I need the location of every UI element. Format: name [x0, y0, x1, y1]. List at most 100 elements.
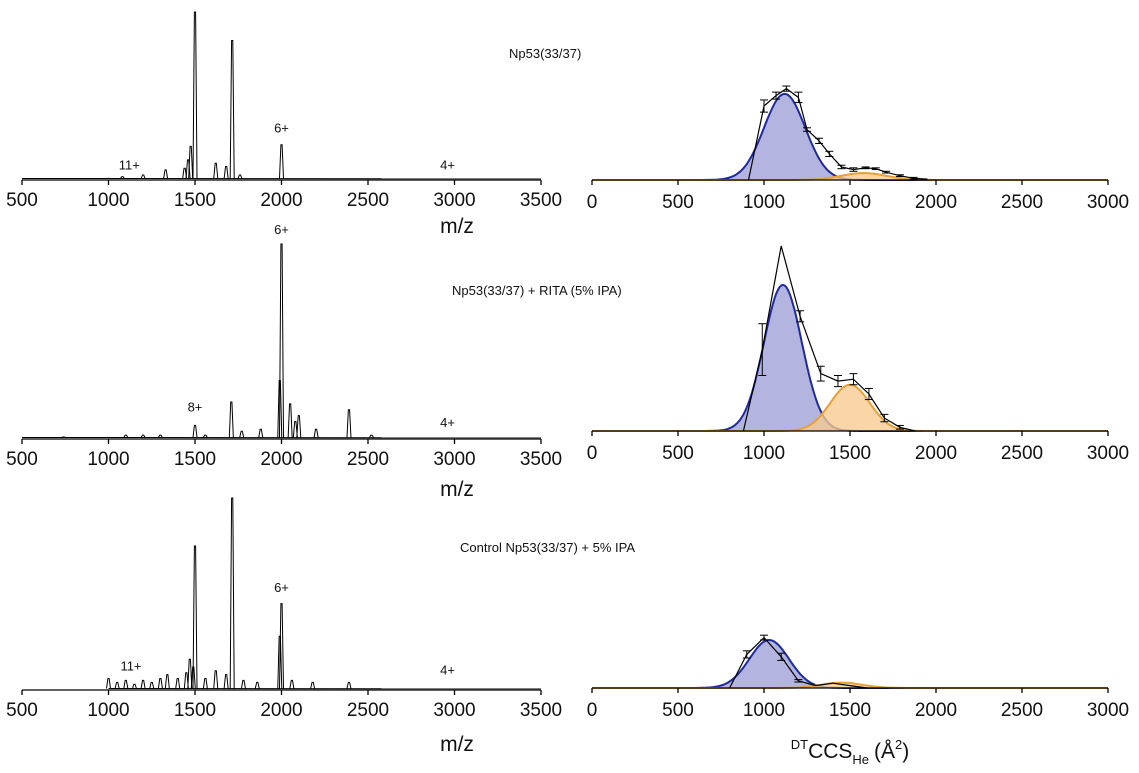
charge-state-label: 11+ [120, 659, 141, 674]
spectrum-peak [202, 677, 208, 689]
ccs-panel-3: 0 500 1000 1500 2000 2500 3000 [587, 634, 1129, 721]
x-tick-label: 1500 [174, 190, 216, 211]
x-tick-label: 0 [587, 192, 598, 213]
x-tick-label: 1000 [87, 700, 129, 721]
x-tick-label: 2000 [915, 192, 957, 213]
spectrum-peak [183, 672, 189, 689]
spectrum-peak [192, 424, 198, 438]
spectrum-peak [296, 415, 302, 438]
ccs-axis-title-open: (Å [874, 740, 895, 763]
x-tick-label: 2500 [347, 449, 389, 470]
x-tick-label: 3500 [520, 190, 562, 211]
panel-title: Np53(33/37) + RITA (5% IPA) [452, 283, 622, 298]
spectrum-peak [239, 430, 245, 438]
spectrum-peak [289, 679, 295, 689]
x-tick-label: 1000 [87, 190, 129, 211]
spectrum-peak [175, 677, 181, 689]
spectrum-peak [279, 144, 284, 179]
spectrum-peak [192, 545, 198, 689]
spectrum-peak [182, 167, 188, 179]
x-tick-label: 3000 [1087, 192, 1129, 213]
spectrum-peak [192, 11, 198, 179]
x-tick-label: 0 [587, 700, 598, 721]
x-tick-label: 1000 [743, 700, 785, 721]
charge-state-label: 4+ [440, 415, 455, 430]
spectrum-peak [119, 176, 125, 179]
ccs-axis-title-sub: He [852, 752, 869, 767]
ccs-panel-1: 0 500 1000 1500 2000 2500 3000 [587, 85, 1129, 213]
x-tick-label: 2500 [1001, 700, 1043, 721]
x-tick-label: 1500 [174, 700, 216, 721]
spectrum-peak [228, 401, 234, 438]
x-tick-label: 1500 [829, 443, 871, 464]
x-tick-label: 2000 [260, 449, 302, 470]
spectrum-peak [279, 243, 284, 438]
charge-state-label: 4+ [440, 157, 455, 172]
spectrum-peak [106, 677, 111, 689]
x-tick-label: 1000 [87, 449, 129, 470]
panel-title: Np53(33/37) [509, 46, 581, 61]
x-tick-label: 3500 [520, 449, 562, 470]
spectrum-peak [279, 603, 284, 689]
x-tick-label: 2500 [347, 700, 389, 721]
spectrum-peak [229, 497, 235, 689]
x-tick-label: 1500 [829, 700, 871, 721]
spectrum-peak [149, 681, 155, 689]
charge-state-label: 6+ [274, 580, 289, 595]
fit-curve-main [592, 92, 1108, 181]
spectrum-peak [313, 428, 319, 438]
measured-profile [747, 87, 928, 181]
spectrum-peak [157, 677, 163, 689]
spectrum-peak [223, 674, 229, 689]
spectrum-peak [140, 434, 146, 438]
x-tick-label: 3000 [433, 700, 475, 721]
x-tick-label: 2500 [347, 190, 389, 211]
x-tick-label: 2000 [260, 700, 302, 721]
spectrum-peak [187, 658, 193, 689]
ms-panel-2: Np53(33/37) + RITA (5% IPA) m/z 500 1000 1… [6, 222, 622, 501]
x-tick-label: 3500 [520, 700, 562, 721]
spectrum-peak [229, 40, 235, 179]
x-tick-label: 500 [662, 192, 694, 213]
charge-state-label: 8+ [188, 400, 203, 415]
spectrum-peak [202, 434, 208, 438]
panel-title: Control Np53(33/37) + 5% IPA [460, 540, 635, 555]
x-tick-label: 1000 [743, 192, 785, 213]
x-tick-label: 500 [6, 700, 38, 721]
spectrum-peak [369, 434, 374, 438]
x-tick-label: 2000 [260, 190, 302, 211]
x-tick-label: 0 [587, 443, 598, 464]
spectrum-peak [258, 428, 264, 438]
spectrum-peak [346, 681, 352, 689]
ms-panel-3: Control Np53(33/37) + 5% IPA m/z 500 1000… [6, 497, 635, 756]
x-tick-label: 500 [662, 700, 694, 721]
ms-panel-1: Np53(33/37) m/z 500 1000 1500 2000 2500 3000 3… [6, 11, 581, 238]
spectrum-peak [237, 174, 243, 179]
ccs-axis-title-main: CCS [808, 740, 852, 763]
x-tick-label: 2000 [915, 443, 957, 464]
spectrum-peak [277, 635, 283, 689]
x-axis-title: m/z [440, 215, 474, 238]
spectrum-peak [287, 403, 293, 438]
fit-curve-main [592, 638, 1108, 689]
ccs-panel-2: 0 500 1000 1500 2000 2500 3000 [587, 245, 1129, 464]
spectrum-peak [213, 670, 219, 689]
spectrum-peak [140, 174, 146, 179]
spectrum-peak [131, 683, 137, 689]
spectrum-peak [123, 434, 129, 438]
x-tick-label: 2500 [1001, 443, 1043, 464]
x-tick-label: 1500 [829, 192, 871, 213]
fit-area-minor [592, 384, 1108, 431]
spectrum-peak [164, 674, 170, 689]
spectrum-peak [140, 679, 146, 689]
charge-state-label: 4+ [440, 662, 455, 677]
spectrum-peak [223, 166, 229, 179]
fit-area-main [592, 93, 1108, 180]
ccs-axis-title-pre: DT [791, 737, 808, 752]
x-axis-title: m/z [440, 478, 474, 501]
fit-area-main [592, 640, 1108, 688]
spectrum-peak [163, 169, 169, 179]
spectrum-peak [123, 679, 129, 689]
spectrum-peak [213, 162, 219, 179]
